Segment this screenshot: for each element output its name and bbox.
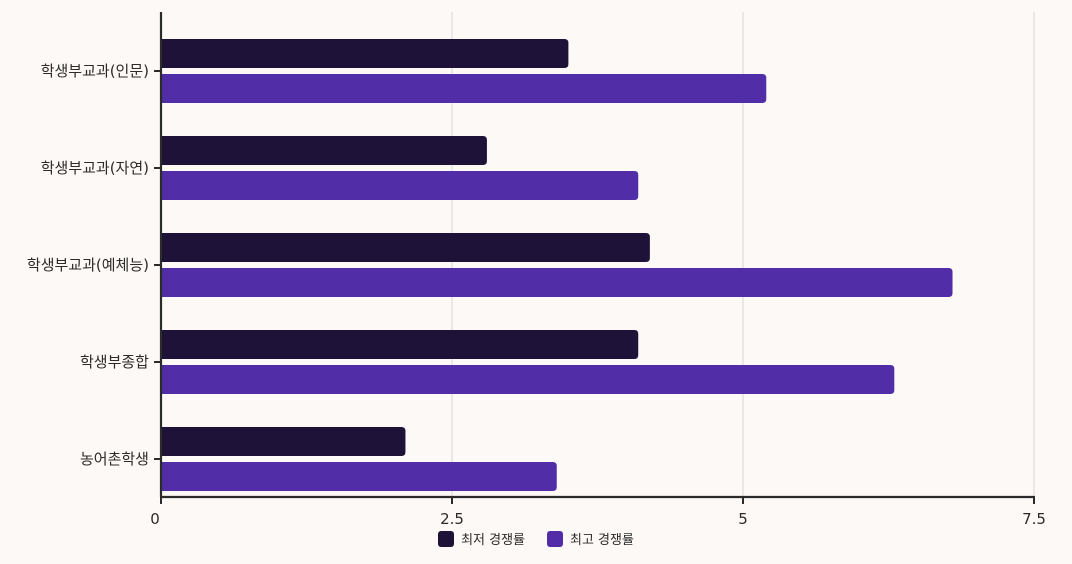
legend-label-max: 최고 경쟁률 xyxy=(570,533,634,548)
x-axis-ticks: 0 2.5 5 7.5 xyxy=(150,497,1046,528)
bar-max-3[interactable] xyxy=(161,365,895,394)
category-label: 학생부종합 xyxy=(80,353,149,371)
x-tick-label: 0 xyxy=(150,510,160,528)
bar-min-0[interactable] xyxy=(161,39,569,68)
x-tick-label: 2.5 xyxy=(440,510,464,528)
bar-max-2[interactable] xyxy=(161,268,953,297)
bar-min-4[interactable] xyxy=(161,427,406,456)
category-label: 학생부교과(자연) xyxy=(41,159,149,177)
category-label: 학생부교과(인문) xyxy=(41,62,149,80)
legend-swatch-max xyxy=(547,530,563,547)
bar-max-4[interactable] xyxy=(161,462,557,491)
bar-min-1[interactable] xyxy=(161,136,487,165)
legend-swatch-min xyxy=(438,530,455,547)
category-label: 학생부교과(예체능) xyxy=(27,256,149,274)
legend-label-min: 최저 경쟁률 xyxy=(461,533,525,548)
bar-min-3[interactable] xyxy=(161,330,639,359)
axes xyxy=(159,12,1035,499)
bar-min-2[interactable] xyxy=(161,233,650,262)
legend: 최저 경쟁률 최고 경쟁률 xyxy=(0,529,1072,548)
bars xyxy=(161,39,953,491)
bar-max-1[interactable] xyxy=(161,171,639,200)
legend-item-min[interactable]: 최저 경쟁률 xyxy=(438,529,525,548)
legend-item-max[interactable]: 최고 경쟁률 xyxy=(547,529,634,548)
x-tick-label: 5 xyxy=(738,510,748,528)
category-label: 농어촌학생 xyxy=(80,450,149,468)
bar-max-0[interactable] xyxy=(161,74,767,103)
x-tick-label: 7.5 xyxy=(1022,510,1046,528)
